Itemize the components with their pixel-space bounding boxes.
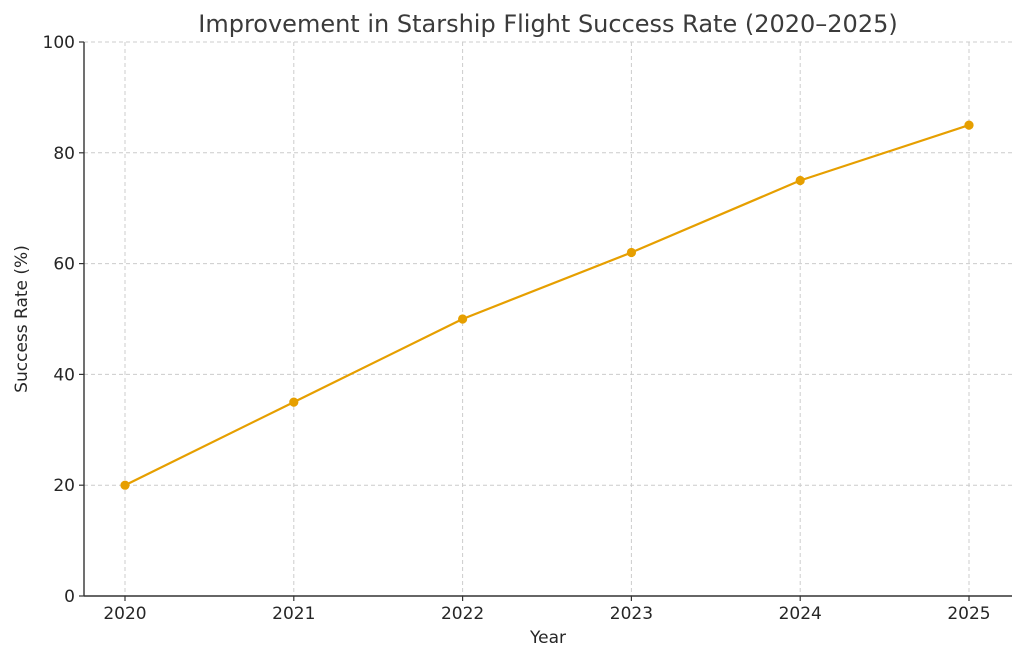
grid (84, 41, 1012, 597)
y-tick-label: 80 (53, 144, 75, 164)
data-point (458, 314, 468, 324)
series-line (123, 123, 971, 487)
axes (83, 42, 1012, 597)
x-tick-label: 2025 (947, 604, 990, 624)
y-tick-label: 60 (53, 255, 75, 275)
data-point (795, 175, 805, 186)
series (120, 120, 974, 490)
data-point (626, 247, 637, 258)
y-tick-label: 100 (43, 33, 75, 53)
chart-title: Improvement in Starship Flight Success R… (198, 10, 897, 38)
y-tick-label: 40 (53, 365, 75, 385)
x-tick-label: 2021 (272, 604, 315, 624)
y-tick-label: 0 (64, 587, 75, 607)
x-tick-label: 2024 (779, 604, 822, 624)
data-point (964, 120, 974, 130)
x-tick-label: 2023 (610, 604, 653, 624)
y-tick-label: 20 (53, 476, 75, 496)
x-tick-label: 2022 (441, 604, 484, 624)
y-axis-title: Success Rate (%) (12, 245, 32, 393)
x-axis-title: Year (529, 628, 566, 648)
data-point (120, 480, 130, 490)
data-point (289, 397, 299, 407)
x-tick-label: 2020 (103, 604, 146, 624)
ticks: 0 20 40 60 80 100 2020 2021 2022 2023 2024 2025 (43, 33, 991, 624)
